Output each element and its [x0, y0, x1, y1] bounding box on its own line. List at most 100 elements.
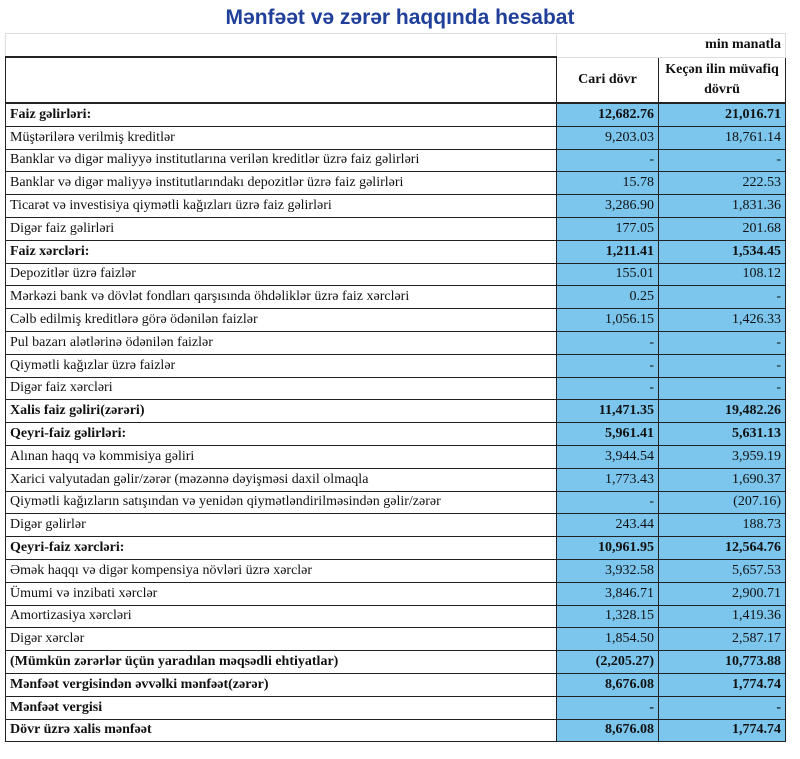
value-previous: 5,631.13	[658, 422, 786, 446]
table-row: Dövr üzrə xalis mənfəət 8,676.08 1,774.74	[5, 718, 786, 743]
row-label: Faiz gəlirləri:	[5, 102, 557, 127]
value-current: 3,944.54	[556, 444, 659, 469]
row-label: Xarici valyutadan gəlir/zərər (məzənnə d…	[5, 467, 557, 492]
table-row: Faiz gəlirləri: 12,682.76 21,016.71	[5, 102, 786, 127]
row-label: Digər xərclər	[5, 627, 557, 652]
value-current: -	[556, 330, 659, 355]
table-row: Mənfəət vergisindən əvvəlki mənfəət(zərə…	[5, 672, 786, 697]
header-blank	[5, 56, 557, 104]
row-label: Əmək haqqı və digər kompensiya növləri ü…	[5, 558, 557, 583]
value-previous: 18,761.14	[658, 125, 786, 150]
value-previous: 12,564.76	[658, 536, 786, 560]
value-current: (2,205.27)	[556, 650, 659, 674]
value-current: 243.44	[556, 513, 659, 538]
table-row: Amortizasiya xərcləri 1,328.15 1,419.36	[5, 604, 786, 629]
row-label: Xalis faiz gəliri(zərəri)	[5, 399, 557, 424]
row-label: Cəlb edilmiş kreditlərə görə ödənilən fa…	[5, 308, 557, 332]
row-label: Digər gəlirlər	[5, 513, 557, 538]
value-previous: 1,690.37	[658, 467, 786, 492]
table-row: Mərkəzi bank və dövlət fondları qarşısın…	[5, 285, 786, 310]
value-current: -	[556, 148, 659, 173]
value-current: 9,203.03	[556, 125, 659, 150]
value-previous: -	[658, 285, 786, 310]
header-row: Cari dövr Keçən ilin müvafiq dövrü	[5, 56, 786, 104]
table-row: (Mümkün zərərlər üçün yaradılan məqsədli…	[5, 650, 786, 674]
table-row: Ümumi və inzibati xərclər 3,846.71 2,900.7…	[5, 581, 786, 606]
row-label: Amortizasiya xərcləri	[5, 604, 557, 629]
row-label: Depozitlər üzrə faizlər	[5, 262, 557, 287]
row-label: Qiymətli kağızların satışından və yenidə…	[5, 490, 557, 515]
table-row: Xarici valyutadan gəlir/zərər (məzənnə d…	[5, 467, 786, 492]
value-previous: -	[658, 376, 786, 401]
value-previous: 2,587.17	[658, 627, 786, 652]
value-current: 8,676.08	[556, 718, 659, 743]
table-row: Faiz xərcləri: 1,211.41 1,534.45	[5, 239, 786, 264]
value-previous: 1,419.36	[658, 604, 786, 629]
value-previous: 3,959.19	[658, 444, 786, 469]
row-label: Faiz xərcləri:	[5, 239, 557, 264]
value-current: 12,682.76	[556, 102, 659, 127]
table-row: Qiymətli kağızlar üzrə faizlər - -	[5, 353, 786, 378]
value-current: 1,854.50	[556, 627, 659, 652]
table-row: Digər xərclər 1,854.50 2,587.17	[5, 627, 786, 652]
value-current: 0.25	[556, 285, 659, 310]
value-previous: (207.16)	[658, 490, 786, 515]
table-row: Mənfəət vergisi - -	[5, 695, 786, 720]
row-label: Dövr üzrə xalis mənfəət	[5, 718, 557, 743]
value-current: 11,471.35	[556, 399, 659, 424]
value-current: -	[556, 490, 659, 515]
value-current: 3,846.71	[556, 581, 659, 606]
page-title: Mənfəət və zərər haqqında hesabat	[225, 6, 575, 29]
value-current: 10,961.95	[556, 536, 659, 560]
value-current: 8,676.08	[556, 672, 659, 697]
row-label: Ticarət və investisiya qiymətli kağızlar…	[5, 194, 557, 218]
table-row: Pul bazarı alətlərinə ödənilən faizlər - -	[5, 330, 786, 355]
row-label: Mənfəət vergisindən əvvəlki mənfəət(zərə…	[5, 672, 557, 697]
value-previous: -	[658, 695, 786, 720]
value-current: 3,286.90	[556, 194, 659, 218]
row-label: Alınan haqq və kommisiya gəliri	[5, 444, 557, 469]
row-label: (Mümkün zərərlər üçün yaradılan məqsədli…	[5, 650, 557, 674]
row-label: Ümumi və inzibati xərclər	[5, 581, 557, 606]
header-previous: Keçən ilin müvafiq dövrü	[658, 56, 786, 104]
table-row: Xalis faiz gəliri(zərəri) 11,471.35 19,482…	[5, 399, 786, 424]
value-previous: 2,900.71	[658, 581, 786, 606]
row-label: Digər faiz xərcləri	[5, 376, 557, 401]
row-label: Qeyri-faiz xərcləri:	[5, 536, 557, 560]
value-current: -	[556, 376, 659, 401]
value-previous: 1,534.45	[658, 239, 786, 264]
value-current: 155.01	[556, 262, 659, 287]
value-previous: 108.12	[658, 262, 786, 287]
value-current: 15.78	[556, 171, 659, 196]
row-label: Pul bazarı alətlərinə ödənilən faizlər	[5, 330, 557, 355]
row-label: Qiymətli kağızlar üzrə faizlər	[5, 353, 557, 378]
value-current: 1,773.43	[556, 467, 659, 492]
table-row: Digər gəlirlər 243.44 188.73	[5, 513, 786, 538]
table-row: Ticarət və investisiya qiymətli kağızlar…	[5, 194, 786, 218]
value-previous: 1,831.36	[658, 194, 786, 218]
row-label: Mərkəzi bank və dövlət fondları qarşısın…	[5, 285, 557, 310]
value-previous: 5,657.53	[658, 558, 786, 583]
table-row: Digər faiz xərcləri - -	[5, 376, 786, 401]
value-current: 1,328.15	[556, 604, 659, 629]
row-label: Banklar və digər maliyyə institutlarında…	[5, 171, 557, 196]
value-current: 3,932.58	[556, 558, 659, 583]
table-row: Alınan haqq və kommisiya gəliri 3,944.54 3…	[5, 444, 786, 469]
value-previous: 1,774.74	[658, 718, 786, 743]
value-previous: 1,426.33	[658, 308, 786, 332]
table-row: Banklar və digər maliyyə institutlarında…	[5, 171, 786, 196]
value-previous: 19,482.26	[658, 399, 786, 424]
table-row: Banklar və digər maliyyə institutlarına …	[5, 148, 786, 173]
table-row: Əmək haqqı və digər kompensiya növləri ü…	[5, 558, 786, 583]
table-row: Depozitlər üzrə faizlər 155.01 108.12	[5, 262, 786, 287]
table-row: Cəlb edilmiş kreditlərə görə ödənilən fa…	[5, 308, 786, 332]
row-label: Banklar və digər maliyyə institutlarına …	[5, 148, 557, 173]
value-current: 5,961.41	[556, 422, 659, 446]
unit-spacer	[5, 33, 557, 58]
row-label: Müştərilərə verilmiş kreditlər	[5, 125, 557, 150]
row-label: Digər faiz gəlirləri	[5, 216, 557, 241]
table-row: Digər faiz gəlirləri 177.05 201.68	[5, 216, 786, 241]
value-previous: 10,773.88	[658, 650, 786, 674]
value-current: 177.05	[556, 216, 659, 241]
unit-row: min manatla	[5, 33, 786, 58]
